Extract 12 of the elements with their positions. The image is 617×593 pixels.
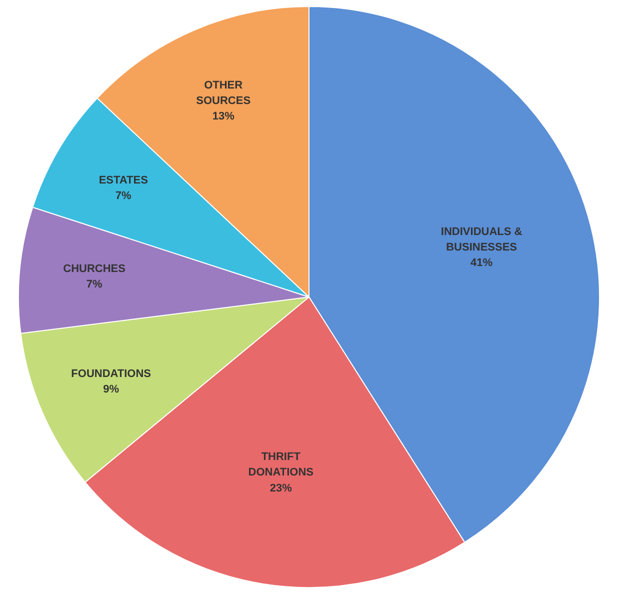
data-label: 23%	[270, 482, 292, 494]
slice-label: THRIFT DONATIONS	[248, 451, 314, 479]
data-label: 41%	[470, 256, 493, 269]
data-label: 13%	[212, 110, 235, 123]
slice-label: INDIVIDUALS & BUSINESSES	[440, 226, 522, 254]
slice-label: FOUNDATIONS	[71, 368, 152, 380]
data-label: 9%	[103, 384, 120, 396]
slice-label: ESTATES	[98, 174, 148, 187]
slice-label: OTHER SOURCES	[196, 79, 251, 108]
slice-label: CHURCHES	[63, 263, 126, 276]
data-label: 7%	[115, 190, 132, 202]
data-label: 7%	[86, 278, 102, 291]
